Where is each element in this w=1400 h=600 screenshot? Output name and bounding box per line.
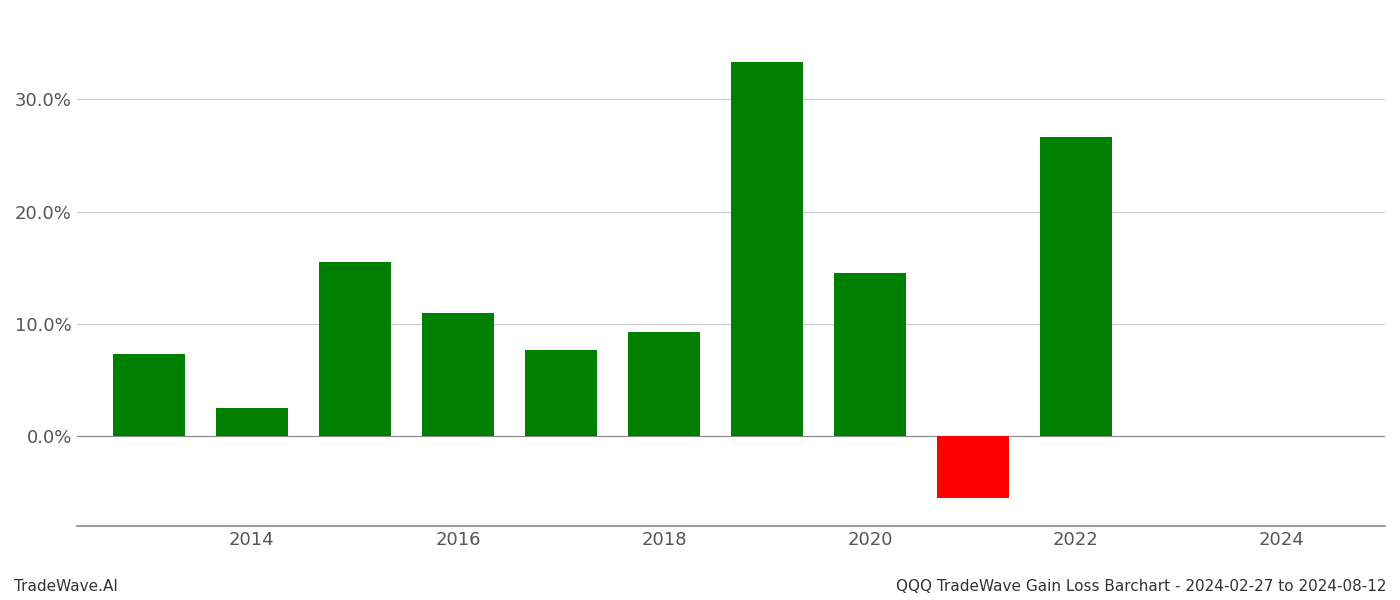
Bar xyxy=(319,262,391,436)
Text: TradeWave.AI: TradeWave.AI xyxy=(14,579,118,594)
Bar xyxy=(421,313,494,436)
Bar xyxy=(525,350,596,436)
Text: QQQ TradeWave Gain Loss Barchart - 2024-02-27 to 2024-08-12: QQQ TradeWave Gain Loss Barchart - 2024-… xyxy=(896,579,1386,594)
Bar xyxy=(731,62,804,436)
Bar xyxy=(937,436,1009,498)
Bar xyxy=(834,274,906,436)
Bar xyxy=(627,332,700,436)
Bar xyxy=(113,354,185,436)
Bar xyxy=(1040,137,1112,436)
Bar xyxy=(216,408,288,436)
